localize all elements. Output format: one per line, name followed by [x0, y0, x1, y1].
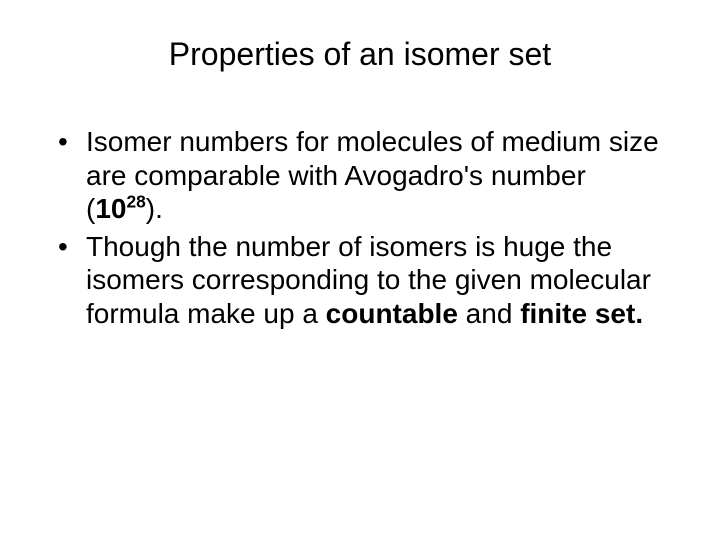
bold-term: finite set.	[520, 298, 643, 329]
bullet-text: and	[458, 298, 520, 329]
bold-term: countable	[326, 298, 458, 329]
number-exponent: 28	[126, 192, 145, 212]
bullet-text: Isomer numbers for molecules of medium s…	[86, 126, 659, 224]
number-base: 10	[95, 193, 126, 224]
list-item: Though the number of isomers is huge the…	[54, 230, 670, 331]
slide-title: Properties of an isomer set	[50, 36, 670, 73]
bullet-text: ).	[146, 193, 163, 224]
bullet-list: Isomer numbers for molecules of medium s…	[50, 125, 670, 331]
slide: Properties of an isomer set Isomer numbe…	[0, 0, 720, 540]
list-item: Isomer numbers for molecules of medium s…	[54, 125, 670, 226]
